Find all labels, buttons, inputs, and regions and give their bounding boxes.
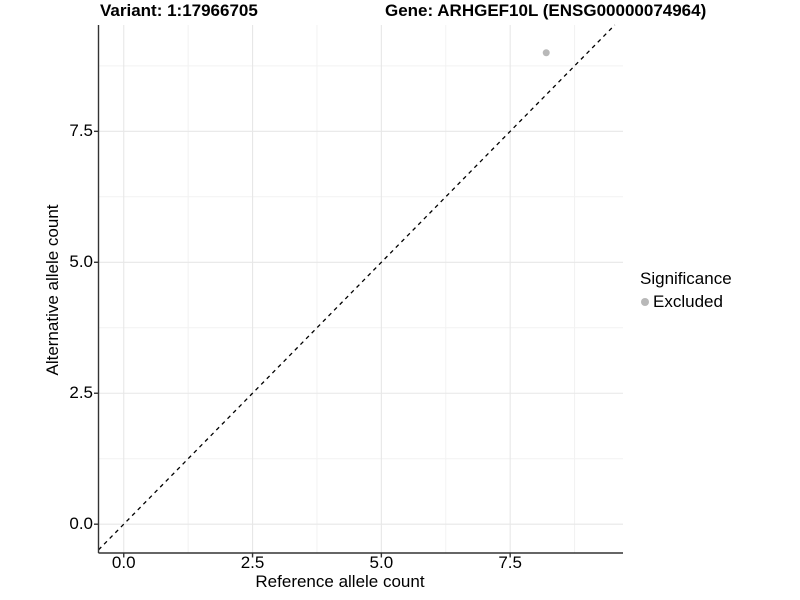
legend-title: Significance xyxy=(640,269,732,288)
x-tick-label-3: 7.5 xyxy=(498,553,522,572)
legend-item-label: Excluded xyxy=(653,292,723,311)
y-tick-label-2: 5.0 xyxy=(69,252,93,272)
legend-key-dot-icon xyxy=(641,298,649,306)
x-tick-label-0: 0.0 xyxy=(111,553,136,572)
data-point xyxy=(542,49,550,57)
legend-item-excluded: Excluded xyxy=(641,292,723,312)
y-axis-title: Alternative allele count xyxy=(43,204,62,376)
y-tick-label-0: 0.0 xyxy=(69,514,93,534)
x-tick-label-2: 5.0 xyxy=(369,553,394,572)
y-tick-label-1: 2.5 xyxy=(69,383,93,403)
y-tick-label-3: 7.5 xyxy=(69,121,93,141)
plot-title-gene: Gene: ARHGEF10L (ENSG00000074964) xyxy=(385,1,707,20)
plot-title-variant: Variant: 1:17966705 xyxy=(100,1,258,20)
x-tick-label-1: 2.5 xyxy=(240,553,265,572)
identity-line xyxy=(98,24,616,551)
x-axis-title: Reference allele count xyxy=(255,572,425,591)
